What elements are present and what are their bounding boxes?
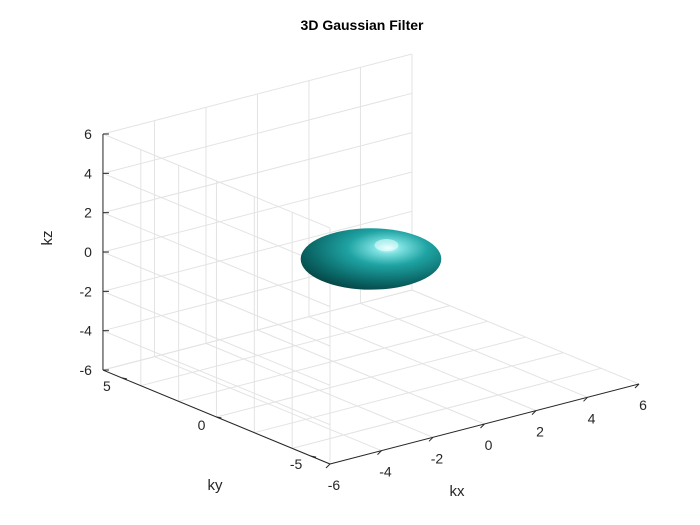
grid-lines — [102, 53, 640, 465]
y-tick-label: 0 — [198, 417, 206, 433]
z-tick-label: 4 — [84, 165, 92, 181]
grid-line — [102, 133, 331, 229]
x-tick-mark — [634, 383, 640, 389]
y-tick-label: 5 — [103, 378, 111, 394]
grid-line — [102, 53, 413, 135]
grid-line — [216, 336, 526, 418]
grid-line — [102, 172, 331, 268]
ylabel: ky — [208, 477, 224, 494]
ellipsoid-surface — [300, 228, 442, 290]
x-tick-mark — [583, 396, 588, 402]
y-tick-mark — [121, 377, 127, 380]
z-tick-label: 6 — [84, 126, 92, 142]
grid-line — [140, 305, 450, 387]
specular-highlight — [374, 239, 399, 252]
x-tick-mark — [325, 463, 331, 469]
z-tick-label: -2 — [80, 283, 93, 299]
x-tick-mark — [428, 436, 434, 442]
grid-line — [360, 302, 588, 398]
x-tick-label: 6 — [639, 397, 647, 413]
x-tick-label: 4 — [588, 410, 596, 426]
zlabel: kz — [39, 231, 56, 246]
grid-line — [411, 289, 640, 385]
z-tick-label: -4 — [80, 323, 93, 339]
x-tick-label: -2 — [431, 450, 444, 466]
x-tick-mark — [377, 450, 382, 456]
grid-line — [178, 320, 488, 402]
x-tick-mark — [480, 423, 485, 429]
x-tick-label: 2 — [536, 424, 544, 440]
tick-labels: -6 -4 -2 0 2 4 6 -5 0 5 -6 -4 -2 0 2 4 6 — [80, 126, 648, 493]
y-tick-mark — [310, 455, 317, 458]
z-tick-label: -6 — [80, 362, 93, 378]
z-tick-label: 2 — [84, 205, 92, 221]
z-tick-label: 0 — [84, 244, 92, 260]
grid-line — [308, 316, 537, 412]
grid-line — [102, 92, 413, 174]
x-tick-label: -4 — [379, 464, 392, 480]
x-tick-label: -6 — [328, 477, 341, 493]
chart-title: 3D Gaussian Filter — [301, 17, 424, 33]
axes — [102, 133, 640, 469]
y-tick-label: -5 — [290, 456, 303, 472]
xlabel: kx — [450, 483, 466, 500]
y-tick-mark — [216, 416, 222, 419]
x-tick-label: 0 — [485, 437, 493, 453]
x-tick-mark — [531, 410, 537, 415]
gaussian-surface — [300, 228, 442, 290]
